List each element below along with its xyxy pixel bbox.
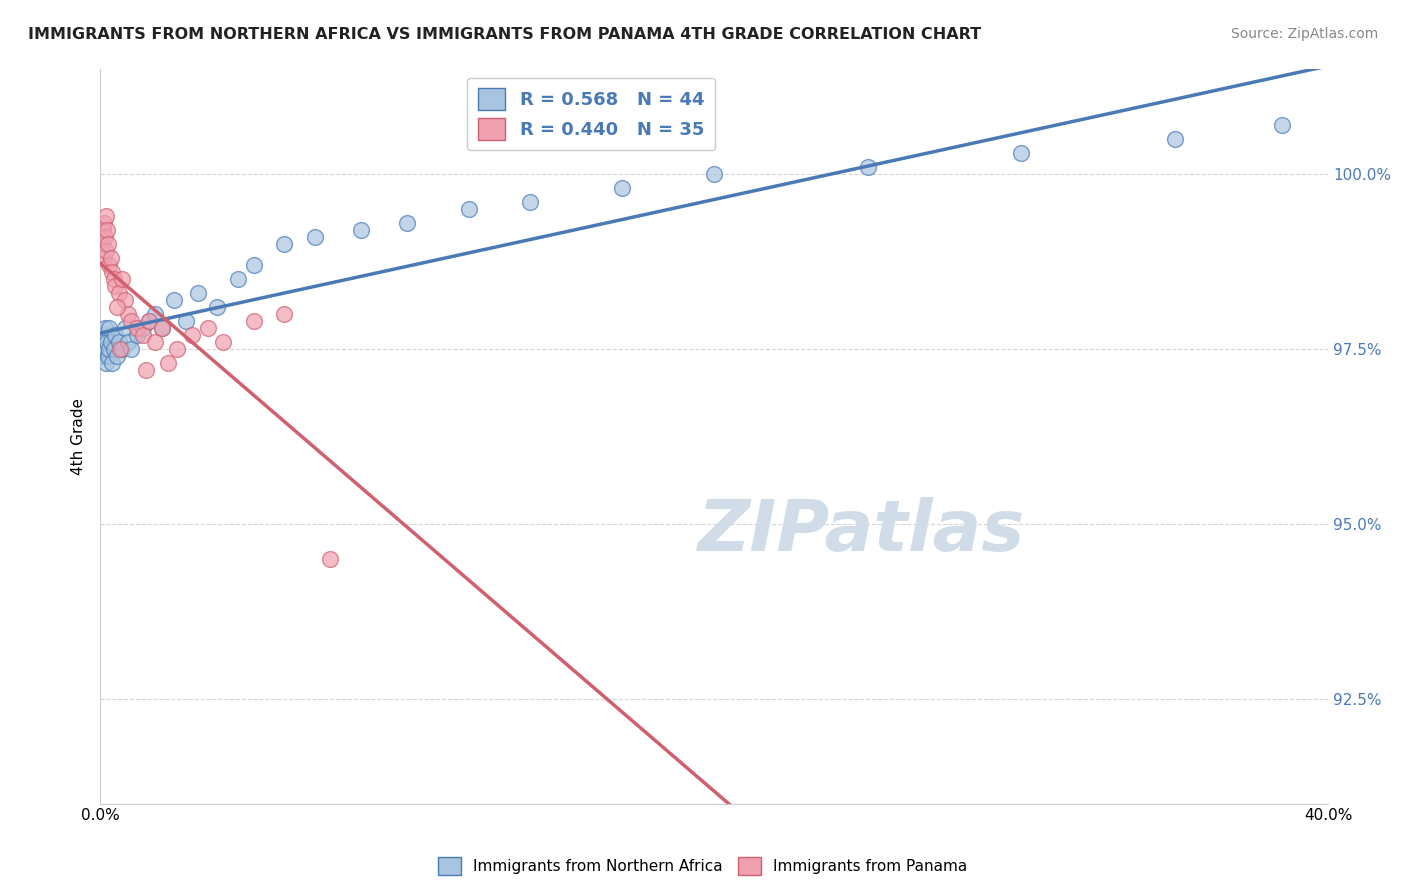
- Point: [114, 293, 136, 307]
- Point: [703, 167, 725, 181]
- Point: [111, 271, 134, 285]
- Point: [166, 342, 188, 356]
- Point: [96, 334, 118, 349]
- Point: [120, 313, 142, 327]
- Point: [96, 222, 118, 236]
- Point: [174, 313, 197, 327]
- Point: [145, 334, 167, 349]
- Point: [226, 271, 249, 285]
- Point: [181, 327, 204, 342]
- Point: [94, 355, 117, 369]
- Text: ZIPatlas: ZIPatlas: [697, 497, 1025, 566]
- Point: [93, 320, 115, 334]
- Point: [96, 342, 118, 356]
- Point: [93, 327, 115, 342]
- Point: [91, 222, 114, 236]
- Point: [350, 222, 373, 236]
- Point: [197, 320, 219, 334]
- Point: [94, 209, 117, 223]
- Point: [150, 320, 173, 334]
- Point: [91, 334, 114, 349]
- Point: [91, 251, 114, 265]
- Point: [101, 355, 124, 369]
- Point: [100, 251, 122, 265]
- Point: [150, 320, 173, 334]
- Point: [212, 334, 235, 349]
- Point: [273, 307, 295, 321]
- Point: [163, 293, 186, 307]
- Point: [114, 320, 136, 334]
- Point: [103, 342, 125, 356]
- Y-axis label: 4th Grade: 4th Grade: [72, 398, 86, 475]
- Point: [105, 349, 128, 363]
- Point: [242, 313, 264, 327]
- Legend: R = 0.568   N = 44, R = 0.440   N = 35: R = 0.568 N = 44, R = 0.440 N = 35: [467, 78, 716, 151]
- Point: [103, 271, 125, 285]
- Point: [125, 320, 148, 334]
- Point: [519, 194, 541, 209]
- Point: [107, 285, 129, 300]
- Point: [117, 334, 139, 349]
- Point: [93, 215, 115, 229]
- Point: [111, 342, 134, 356]
- Point: [104, 278, 127, 293]
- Point: [138, 313, 160, 327]
- Point: [1163, 131, 1185, 145]
- Point: [107, 334, 129, 349]
- Point: [91, 349, 114, 363]
- Point: [97, 320, 120, 334]
- Point: [156, 355, 179, 369]
- Point: [125, 327, 148, 342]
- Point: [205, 300, 228, 314]
- Point: [100, 334, 122, 349]
- Point: [98, 342, 121, 356]
- Point: [98, 258, 121, 272]
- Point: [105, 300, 128, 314]
- Point: [96, 244, 118, 258]
- Point: [90, 342, 112, 356]
- Point: [273, 236, 295, 251]
- Point: [132, 320, 155, 334]
- Point: [104, 327, 127, 342]
- Point: [97, 349, 120, 363]
- Text: IMMIGRANTS FROM NORTHERN AFRICA VS IMMIGRANTS FROM PANAMA 4TH GRADE CORRELATION : IMMIGRANTS FROM NORTHERN AFRICA VS IMMIG…: [28, 27, 981, 42]
- Point: [108, 342, 131, 356]
- Point: [610, 180, 633, 194]
- Point: [242, 258, 264, 272]
- Point: [120, 342, 142, 356]
- Point: [135, 362, 157, 376]
- Point: [457, 202, 479, 216]
- Point: [304, 229, 326, 244]
- Point: [132, 327, 155, 342]
- Point: [117, 307, 139, 321]
- Point: [187, 285, 209, 300]
- Point: [856, 160, 879, 174]
- Point: [145, 307, 167, 321]
- Point: [101, 264, 124, 278]
- Legend: Immigrants from Northern Africa, Immigrants from Panama: Immigrants from Northern Africa, Immigra…: [429, 847, 977, 884]
- Point: [93, 229, 115, 244]
- Point: [319, 551, 342, 566]
- Text: Source: ZipAtlas.com: Source: ZipAtlas.com: [1230, 27, 1378, 41]
- Point: [90, 236, 112, 251]
- Point: [396, 215, 419, 229]
- Point: [97, 236, 120, 251]
- Point: [138, 313, 160, 327]
- Point: [1271, 118, 1294, 132]
- Point: [1010, 145, 1032, 160]
